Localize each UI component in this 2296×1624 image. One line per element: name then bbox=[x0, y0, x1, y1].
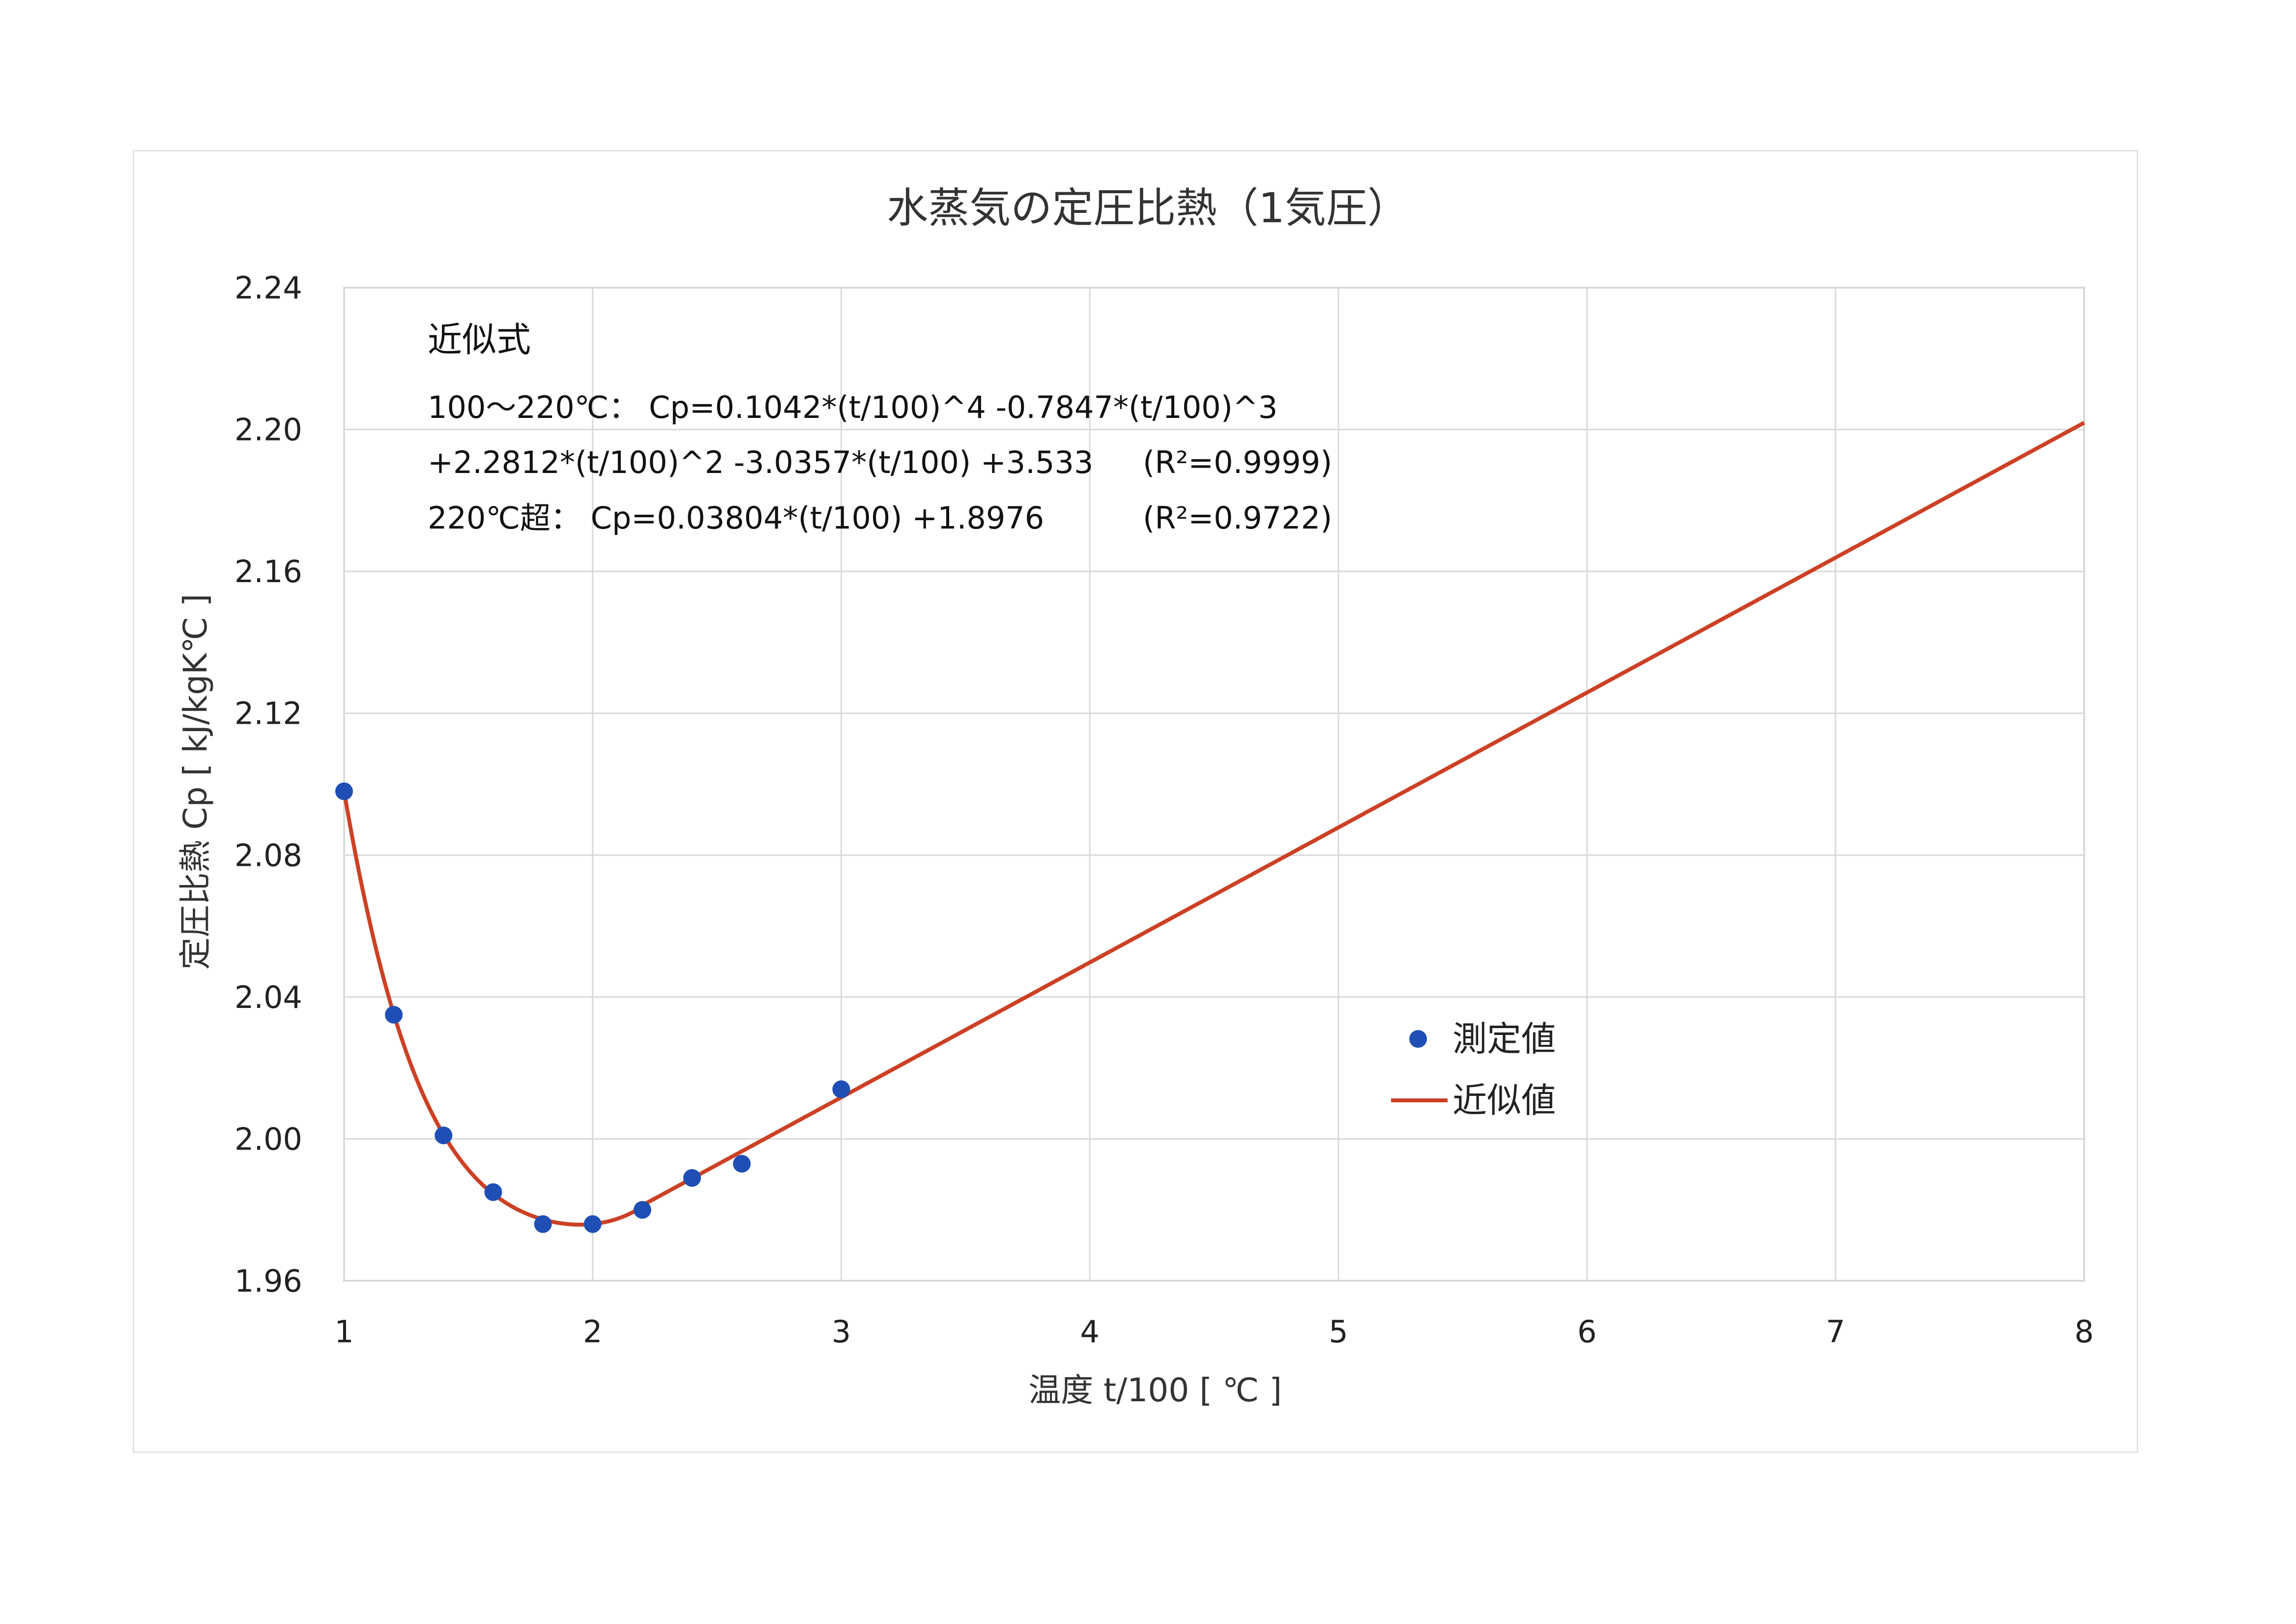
x-tick-label-5: 6 bbox=[1577, 1314, 1597, 1350]
chart-frame bbox=[133, 150, 2138, 1453]
x-tick-label-4: 5 bbox=[1329, 1314, 1348, 1350]
x-tick-label-7: 8 bbox=[2074, 1314, 2093, 1350]
y-tick-label-4: 2.12 bbox=[234, 696, 302, 732]
legend: 測定値 近似値 bbox=[1391, 1019, 1556, 1121]
y-tick-label-6: 2.20 bbox=[234, 412, 302, 448]
y-tick-label-2: 2.04 bbox=[234, 979, 302, 1015]
data-point-1 bbox=[385, 1005, 403, 1024]
x-axis-ticks: 1 2 3 4 5 6 7 8 bbox=[334, 1314, 2093, 1350]
equation-line-3-r2: (R²=0.9722) bbox=[1143, 500, 1332, 536]
x-tick-label-3: 4 bbox=[1080, 1314, 1099, 1350]
data-point-0 bbox=[335, 782, 353, 800]
y-tick-label-0: 1.96 bbox=[234, 1263, 302, 1299]
data-point-5 bbox=[583, 1215, 602, 1233]
y-tick-label-7: 2.24 bbox=[234, 270, 302, 306]
y-tick-label-1: 2.00 bbox=[234, 1121, 302, 1157]
data-point-7 bbox=[683, 1169, 701, 1187]
data-point-2 bbox=[435, 1126, 453, 1145]
data-point-3 bbox=[484, 1183, 502, 1201]
legend-label-measured: 測定値 bbox=[1453, 1019, 1556, 1059]
chart-title: 水蒸気の定圧比熱（1気圧） bbox=[887, 184, 1408, 232]
equation-box: 近似式 100～220℃： Cp=0.1042*(t/100)^4 -0.784… bbox=[428, 320, 1332, 536]
equation-line-1: 100～220℃： Cp=0.1042*(t/100)^4 -0.7847*(t… bbox=[428, 389, 1278, 425]
y-tick-label-3: 2.08 bbox=[234, 837, 302, 873]
data-point-9 bbox=[832, 1080, 850, 1098]
legend-label-fit: 近似値 bbox=[1453, 1080, 1556, 1121]
plot-area-border bbox=[343, 287, 2085, 1282]
x-tick-label-0: 1 bbox=[334, 1314, 353, 1350]
fit-line bbox=[342, 421, 2085, 1227]
y-axis-ticks: 1.96 2.00 2.04 2.08 2.12 2.16 2.20 2.24 bbox=[234, 270, 302, 1299]
data-point-8 bbox=[733, 1154, 751, 1173]
equation-header: 近似式 bbox=[428, 320, 531, 360]
y-axis-label: 定圧比熱 Cp [ kJ/kgK℃ ] bbox=[176, 594, 214, 970]
data-point-4 bbox=[534, 1215, 552, 1233]
equation-line-2-r2: (R²=0.9999) bbox=[1143, 444, 1332, 480]
x-axis-label: 温度 t/100 [ ℃ ] bbox=[1028, 1371, 1282, 1409]
legend-marker-measured bbox=[1409, 1030, 1427, 1048]
grid bbox=[343, 287, 2085, 1282]
x-tick-label-1: 2 bbox=[583, 1314, 602, 1350]
x-tick-label-2: 3 bbox=[832, 1314, 851, 1350]
data-point-6 bbox=[633, 1201, 651, 1219]
measured-points bbox=[335, 782, 850, 1233]
equation-line-2: +2.2812*(t/100)^2 -3.0357*(t/100) +3.533 bbox=[428, 444, 1093, 480]
equation-line-3: 220℃超： Cp=0.03804*(t/100) +1.8976 bbox=[428, 500, 1044, 536]
x-tick-label-6: 7 bbox=[1826, 1314, 1845, 1350]
y-tick-label-5: 2.16 bbox=[234, 554, 302, 590]
